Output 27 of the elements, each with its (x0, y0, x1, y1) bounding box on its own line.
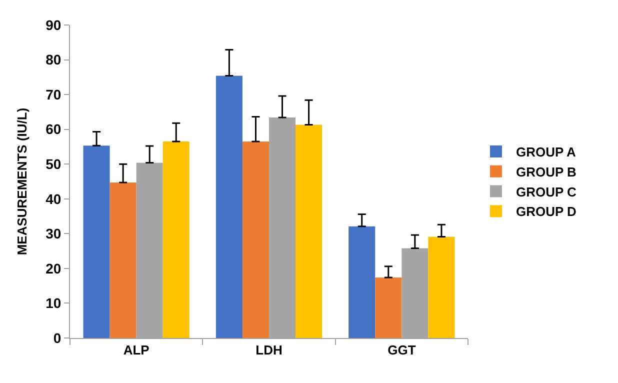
bar (428, 236, 455, 338)
legend-label: GROUP C (516, 184, 578, 200)
y-tick-label: 20 (46, 260, 62, 276)
bar (348, 226, 376, 338)
bar (110, 182, 136, 338)
y-tick-label: 70 (46, 86, 62, 102)
legend-label: GROUP B (516, 164, 576, 180)
x-tick-label: ALP (123, 342, 150, 358)
bar (83, 146, 110, 338)
legend-label: GROUP D (516, 204, 576, 220)
bar (216, 76, 242, 338)
bar (375, 277, 402, 338)
bar (296, 124, 322, 338)
y-tick-label: 60 (46, 121, 62, 138)
legend-label: GROUP A (516, 144, 577, 160)
bar (242, 142, 269, 338)
x-tick-label: GGT (388, 342, 416, 358)
y-tick-label: 80 (46, 52, 62, 68)
y-tick-label: 90 (46, 16, 62, 33)
y-tick-label: 0 (53, 330, 62, 346)
y-tick-label: 10 (46, 295, 62, 312)
x-tick-label: LDH (256, 342, 282, 358)
bar (162, 142, 190, 338)
y-axis-title: MEASUREMENTS (IU/L) (14, 108, 30, 256)
y-tick-label: 50 (46, 156, 62, 172)
y-tick-label: 30 (46, 226, 62, 242)
y-tick-label: 40 (46, 190, 62, 207)
